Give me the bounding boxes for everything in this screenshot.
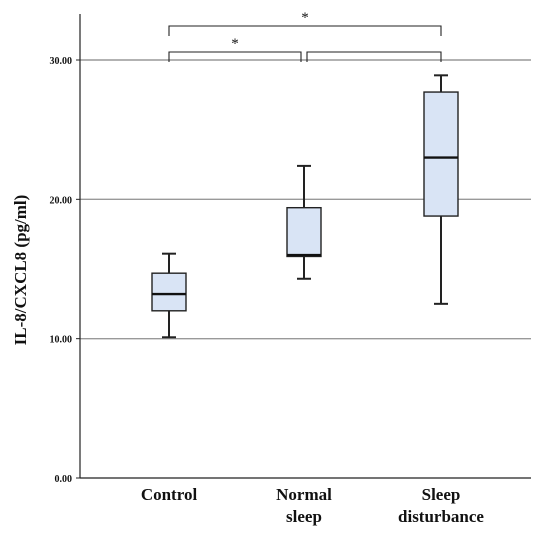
y-axis-label: IL-8/CXCL8 (pg/ml) xyxy=(11,195,30,346)
significance-bracket: * xyxy=(168,36,302,62)
y-tick-label: 20.00 xyxy=(50,195,73,206)
significance-brackets: ** xyxy=(168,10,442,62)
x-category-labels: Control Normal sleep Sleep disturbance xyxy=(141,485,485,526)
axes xyxy=(79,14,531,479)
x-category-line: Sleep xyxy=(422,485,461,504)
iqr-box xyxy=(151,272,187,312)
box-control xyxy=(151,252,187,339)
iqr-box xyxy=(286,206,322,258)
box-sleep-disturbance xyxy=(423,74,459,305)
iqr-box xyxy=(423,91,459,217)
y-tick-label: 0.00 xyxy=(55,474,73,485)
y-tick-label: 10.00 xyxy=(50,335,73,346)
x-category-label-sleep-disturbance: Sleep disturbance xyxy=(398,485,484,526)
bracket-line xyxy=(168,51,302,62)
x-category-line: disturbance xyxy=(398,507,484,526)
significance-marker: * xyxy=(301,10,309,26)
x-category-line: Normal xyxy=(276,485,332,504)
x-category-line: sleep xyxy=(286,507,322,526)
boxes xyxy=(151,74,459,339)
significance-marker: * xyxy=(231,36,239,52)
x-category-label-control: Control xyxy=(141,485,198,504)
gridlines xyxy=(80,59,531,340)
x-category-label-normal-sleep: Normal sleep xyxy=(276,485,332,526)
significance-bracket xyxy=(306,51,442,62)
significance-bracket: * xyxy=(168,10,442,36)
x-category-line: Control xyxy=(141,485,198,504)
bracket-line xyxy=(306,51,442,62)
box-normal-sleep xyxy=(286,164,322,280)
bracket-line xyxy=(168,25,442,36)
y-tick-labels: 0.00 10.00 20.00 30.00 xyxy=(50,56,80,485)
y-tick-label: 30.00 xyxy=(50,56,73,67)
